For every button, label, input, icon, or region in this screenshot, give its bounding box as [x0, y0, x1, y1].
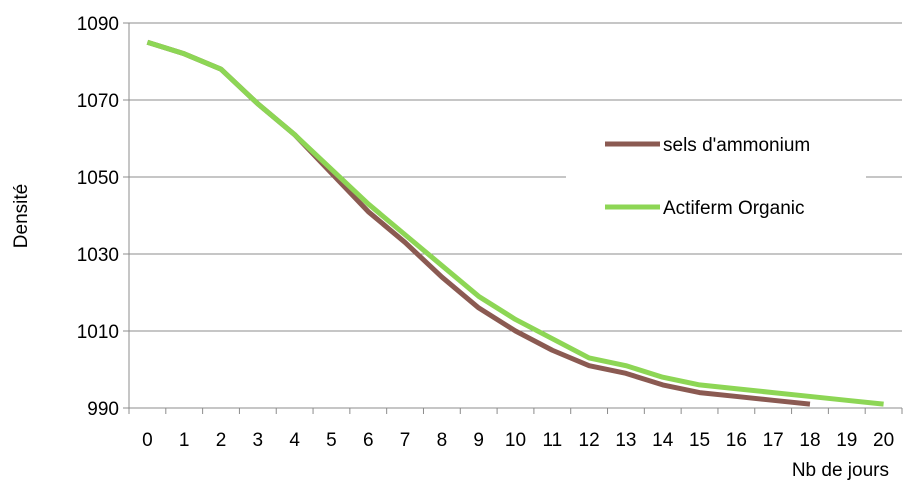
x-tick-label: 15: [689, 430, 710, 451]
x-tick-label: 11: [542, 430, 562, 451]
y-tick-label: 1090: [77, 14, 119, 35]
legend: sels d'ammonium Actiferm Organic: [566, 120, 866, 232]
x-tick-label: 17: [763, 430, 784, 451]
x-tick-label: 6: [363, 430, 374, 451]
x-tick-label: 5: [326, 430, 337, 451]
x-axis-title: Nb de jours: [792, 460, 889, 481]
y-tick-label: 1050: [77, 168, 119, 189]
series-line-1: [146, 39, 884, 407]
y-tick-label: 990: [87, 399, 119, 420]
x-tick-label: 13: [615, 430, 636, 451]
axes: [123, 22, 903, 414]
x-tick-label: 16: [726, 430, 747, 451]
y-tick-labels: 990 1010 1030 1050 1070 1090: [77, 14, 119, 420]
x-tick-label: 2: [216, 430, 227, 451]
x-tick-label: 20: [873, 430, 894, 451]
legend-label: sels d'ammonium: [663, 135, 810, 156]
x-tick-label: 4: [289, 430, 300, 451]
x-tick-label: 7: [400, 430, 411, 451]
x-tick-label: 8: [437, 430, 448, 451]
legend-label: Actiferm Organic: [663, 198, 804, 219]
x-tick-labels: 0 1 2 3 4 5 6 7 8 9 10 11 12 13 14 15 16 17 18 19 20: [142, 430, 894, 451]
y-axis-title: Densité: [11, 184, 32, 248]
x-tick-label: 12: [579, 430, 600, 451]
x-tick-label: 10: [505, 430, 526, 451]
x-tick-label: 3: [253, 430, 264, 451]
x-tick-label: 0: [142, 430, 153, 451]
x-tick-label: 9: [473, 430, 484, 451]
series-lines: [146, 39, 884, 407]
y-tick-label: 1010: [77, 322, 119, 343]
x-tick-label: 18: [799, 430, 820, 451]
y-tick-label: 1030: [77, 245, 119, 266]
x-tick-label: 1: [179, 430, 190, 451]
y-tick-label: 1070: [77, 91, 119, 112]
x-tick-label: 14: [652, 430, 674, 451]
legend-background: [566, 120, 866, 232]
x-tick-label: 19: [836, 430, 857, 451]
